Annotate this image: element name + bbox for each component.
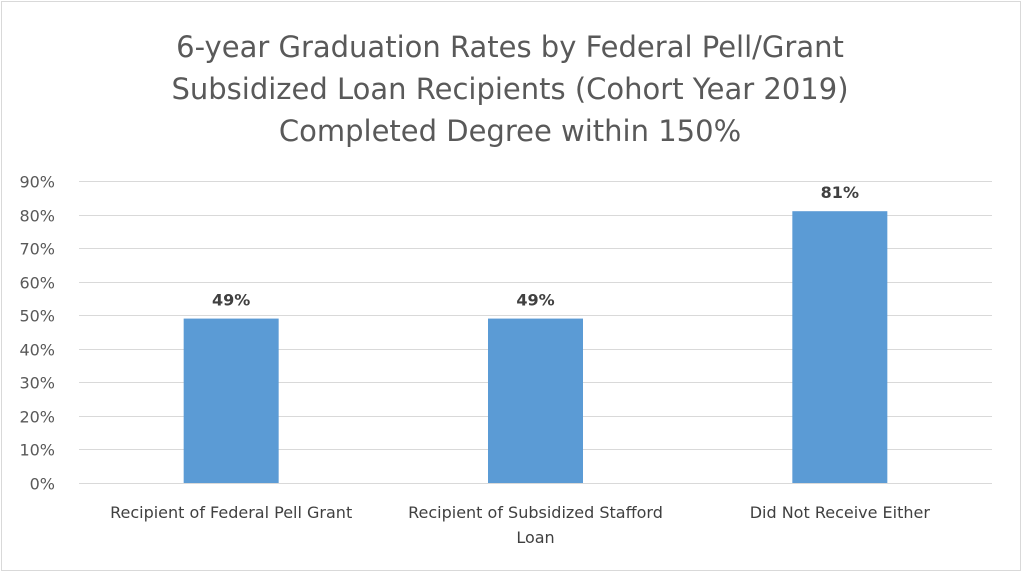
category-labels: Recipient of Federal Pell Grant Recipient… xyxy=(110,503,930,547)
data-label: 81% xyxy=(821,183,859,202)
y-tick-label: 80% xyxy=(19,207,55,226)
chart-title-line-2: Subsidized Loan Recipients (Cohort Year … xyxy=(171,72,849,106)
bar xyxy=(183,318,279,483)
data-labels: 49% 49% 81% xyxy=(212,183,859,309)
x-category-label: Recipient of Subsidized Stafford xyxy=(408,503,663,522)
y-tick-label: 0% xyxy=(30,475,55,494)
x-category-label: Did Not Receive Either xyxy=(750,503,931,522)
y-tick-label: 10% xyxy=(19,441,55,460)
y-tick-label: 50% xyxy=(19,307,55,326)
bars xyxy=(183,211,888,483)
y-tick-label: 90% xyxy=(19,173,55,192)
chart-title-line-1: 6-year Graduation Rates by Federal Pell/… xyxy=(176,30,844,64)
y-tick-label: 30% xyxy=(19,374,55,393)
chart-title-line-3: Completed Degree within 150% xyxy=(278,114,742,148)
y-tick-label: 60% xyxy=(19,274,55,293)
y-tick-label: 70% xyxy=(19,240,55,259)
x-category-label: Recipient of Federal Pell Grant xyxy=(110,503,352,522)
y-tick-label: 20% xyxy=(19,408,55,427)
chart-title: 6-year Graduation Rates by Federal Pell/… xyxy=(0,26,1020,152)
data-label: 49% xyxy=(516,291,554,310)
y-tick-label: 40% xyxy=(19,341,55,360)
data-label: 49% xyxy=(212,291,250,310)
bar xyxy=(488,318,583,483)
x-category-label: Loan xyxy=(516,528,554,547)
y-axis-ticks: 0% 10% 20% 30% 40% 50% 60% 70% 80% 90% xyxy=(19,173,55,494)
bar xyxy=(792,211,888,483)
